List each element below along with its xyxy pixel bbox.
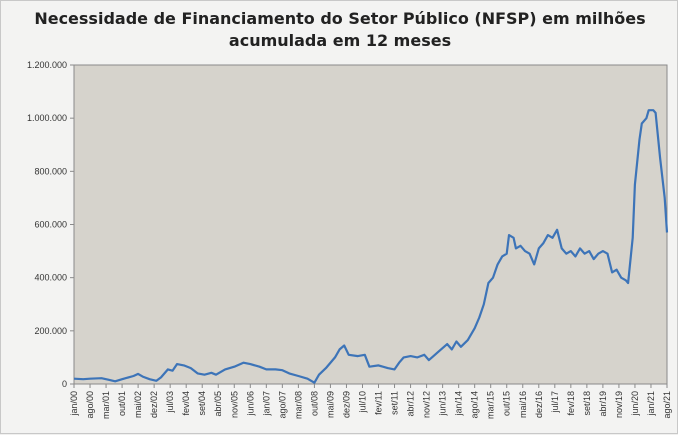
x-tick-label: out/15 <box>502 391 512 416</box>
x-tick-label: ago/21 <box>662 391 672 419</box>
x-tick-label: mar/15 <box>486 391 496 419</box>
x-tick-label: jan/07 <box>261 391 271 417</box>
y-tick-label: 1.200.000 <box>27 60 67 70</box>
x-tick-label: jan/14 <box>454 391 464 417</box>
nfsp-series-line <box>73 109 669 384</box>
x-tick-label: set/11 <box>390 391 400 415</box>
chart-title-line-2: acumulada em 12 meses <box>228 31 452 50</box>
x-tick-label: jan/21 <box>646 391 656 417</box>
x-tick-label: fev/04 <box>181 391 191 416</box>
plot-area <box>73 64 668 385</box>
x-tick-label: jul/17 <box>550 391 560 414</box>
y-tick-label: 800.000 <box>34 166 67 176</box>
x-tick-label: jul/03 <box>165 391 175 414</box>
x-tick-label: ago/00 <box>85 391 95 419</box>
x-tick-label: abr/05 <box>213 391 223 417</box>
x-tick-label: dez/09 <box>341 391 351 418</box>
y-tick-label: 400.000 <box>34 273 67 283</box>
x-tick-label: ago/14 <box>470 391 480 419</box>
x-tick-label: set/18 <box>582 391 592 416</box>
y-tick-label: 0 <box>62 379 67 389</box>
x-tick-label: abr/19 <box>598 391 608 417</box>
x-tick-label: mar/08 <box>293 391 303 419</box>
x-tick-label: out/01 <box>117 391 127 416</box>
x-tick-label: mar/01 <box>101 391 111 419</box>
chart-title-line-1: Necessidade de Financiamento do Setor Pú… <box>34 9 646 28</box>
x-tick-label: fev/11 <box>374 391 384 415</box>
x-tick-label: nov/19 <box>614 391 624 418</box>
x-tick-label: nov/12 <box>422 391 432 418</box>
x-tick-label: jan/00 <box>69 391 79 417</box>
x-tick-label: mai/09 <box>325 391 335 418</box>
x-tick-label: set/04 <box>197 391 207 416</box>
x-tick-label: dez/02 <box>149 391 159 418</box>
x-tick-label: dez/16 <box>534 391 544 418</box>
x-tick-label: nov/05 <box>229 391 239 418</box>
x-tick-label: mai/16 <box>518 391 528 418</box>
x-tick-label: abr/12 <box>406 391 416 417</box>
x-tick-label: jun/20 <box>630 391 640 417</box>
x-tick-label: mai/02 <box>133 391 143 418</box>
y-tick-label: 1.000.000 <box>27 113 67 123</box>
x-tick-label: jul/10 <box>357 391 367 414</box>
x-tick-label: out/08 <box>309 391 319 416</box>
x-tick-label: jun/06 <box>245 391 255 417</box>
x-tick-label: ago/07 <box>277 391 287 419</box>
x-tick-label: jun/13 <box>438 391 448 417</box>
y-tick-label: 600.000 <box>34 220 67 230</box>
y-tick-label: 200.000 <box>34 326 67 336</box>
x-tick-label: fev/18 <box>566 391 576 416</box>
